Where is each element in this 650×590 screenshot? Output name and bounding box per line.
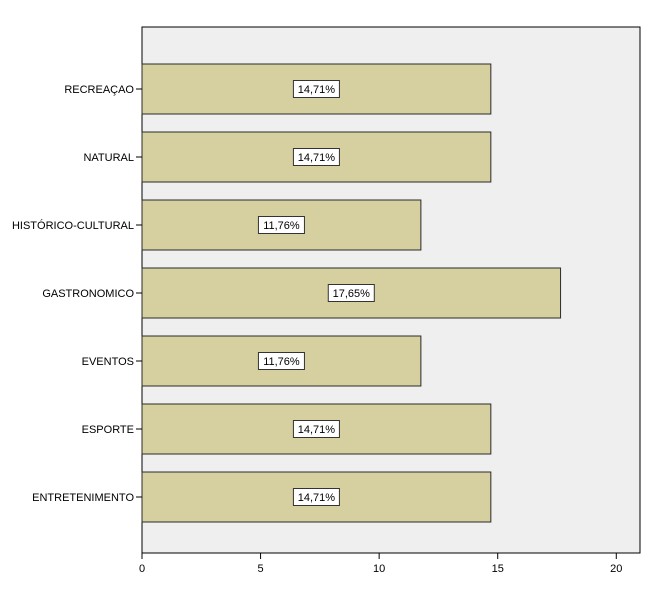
category-labels: RECREAÇAO NATURAL HISTÓRICO-CULTURAL GASTRO…	[12, 84, 142, 504]
data-label-box	[257, 352, 305, 370]
data-label: 14,71%	[292, 148, 340, 166]
x-tick-label: 10	[373, 563, 385, 575]
data-label-text: 14,71%	[298, 84, 336, 96]
data-label-text: 11,76%	[263, 220, 300, 232]
data-label-box	[327, 284, 375, 302]
data-label-box	[292, 488, 340, 506]
category-label: ENTRETENIMENTO	[32, 492, 134, 504]
data-label: 17,65%	[327, 284, 375, 302]
category-label: NATURAL	[83, 152, 134, 164]
data-label-box	[292, 420, 340, 438]
x-tick-label: 20	[610, 563, 622, 575]
data-label-text: 11,76%	[263, 356, 300, 368]
data-label: 14,71%	[292, 420, 340, 438]
data-label-text: 14,71%	[298, 152, 336, 164]
x-tick-label: 5	[258, 563, 264, 575]
data-label: 14,71%	[292, 488, 340, 506]
category-label: GASTRONOMICO	[42, 288, 134, 300]
data-label: 11,76%	[257, 352, 305, 370]
x-tick-label: 15	[492, 563, 504, 575]
x-tick-label: 0	[139, 563, 145, 575]
data-label-box	[257, 216, 305, 234]
category-label: ESPORTE	[82, 424, 134, 436]
data-label-text: 14,71%	[298, 424, 336, 436]
data-label-text: 14,71%	[298, 492, 336, 504]
data-label: 11,76%	[257, 216, 305, 234]
category-label: HISTÓRICO-CULTURAL	[12, 219, 134, 232]
data-label-box	[292, 148, 340, 166]
data-label: 14,71%	[292, 80, 340, 98]
x-axis: 0 5 10 15 20	[139, 553, 622, 575]
bars-group: 14,71% 14,71% 11,76% 17,65% 11,76% 14,71% 14,7…	[141, 63, 562, 523]
data-label-box	[292, 80, 340, 98]
category-label: EVENTOS	[82, 356, 134, 368]
data-label-text: 17,65%	[333, 288, 371, 300]
category-label: RECREAÇAO	[64, 84, 134, 96]
